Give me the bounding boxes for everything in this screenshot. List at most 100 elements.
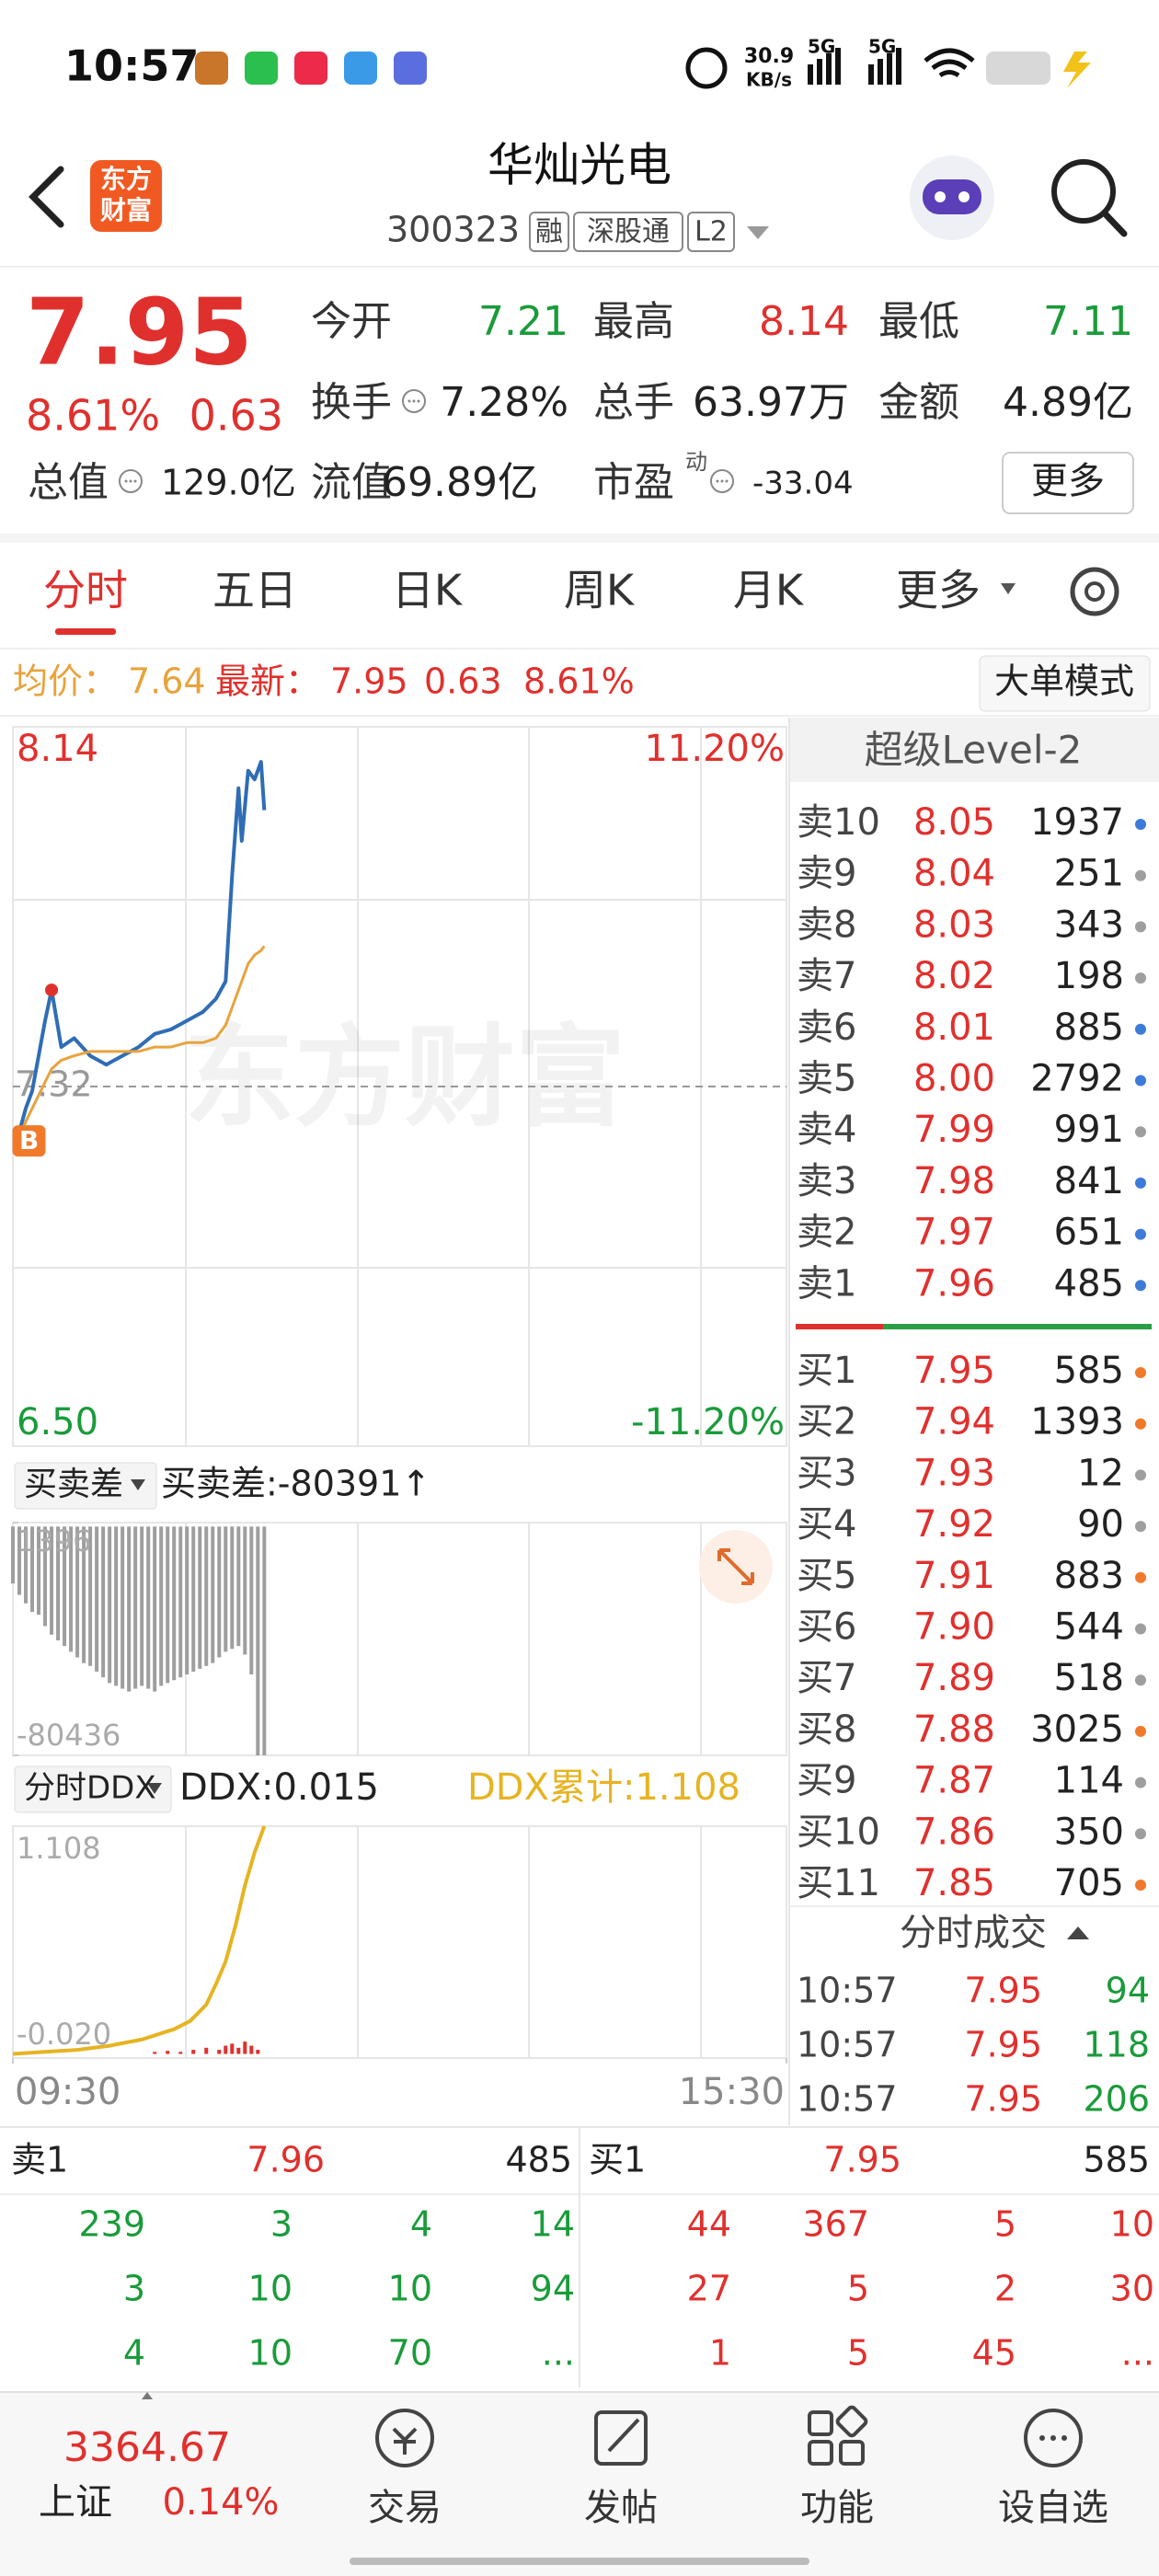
stat-value: 7.28%: [440, 379, 568, 426]
diff-bar: [56, 1526, 61, 1640]
diff-bar: [243, 1526, 247, 1655]
point-marker: [45, 983, 59, 997]
diff-bar: [172, 1526, 177, 1681]
book-volume: 1937: [1030, 801, 1124, 844]
nav-item[interactable]: 发帖: [584, 2487, 658, 2529]
diff-bar: [82, 1526, 86, 1663]
tab[interactable]: 更多: [896, 566, 981, 615]
book-dot: [1135, 1367, 1146, 1378]
book-label: 卖6: [797, 1006, 856, 1049]
diff-bar: [11, 1526, 15, 1584]
book-label: 卖9: [797, 853, 856, 895]
book-volume: 251: [1054, 853, 1124, 895]
status-icons: [195, 47, 1091, 89]
ddx-bar: [256, 2050, 260, 2054]
diff-bar: [88, 1526, 93, 1666]
indicator-readout: DDX:0.015: [179, 1766, 379, 1809]
diff-bar: [43, 1526, 48, 1627]
book-label: 买4: [797, 1503, 856, 1546]
book-label: 卖5: [797, 1058, 856, 1100]
depth-order: 3: [123, 2269, 145, 2309]
indicator-select[interactable]: [14, 1462, 157, 1510]
depth-order: 10: [388, 2269, 432, 2309]
book-label: 买2: [797, 1401, 856, 1443]
trade-time: 10:57: [797, 2025, 898, 2065]
diff-bar: [69, 1526, 74, 1652]
ddx-bar: [204, 2047, 209, 2054]
info-icon[interactable]: [119, 469, 143, 493]
diff-bar: [178, 1526, 183, 1678]
book-price: 8.01: [913, 1006, 995, 1049]
book-dot: [1135, 1623, 1146, 1635]
change: 0.63: [189, 391, 283, 441]
book-price: 7.91: [913, 1555, 995, 1597]
depth-order: 2: [994, 2269, 1016, 2309]
book-volume: 544: [1054, 1606, 1124, 1649]
stat-label: 今开: [311, 298, 392, 345]
depth-order: 30: [1110, 2269, 1154, 2309]
expand-button[interactable]: [699, 1530, 773, 1604]
change: 0.63: [424, 661, 502, 702]
depth-order: 10: [248, 2333, 293, 2374]
price-line: [12, 1825, 267, 2056]
tab[interactable]: 分时: [43, 566, 128, 615]
diff-bar: [140, 1526, 144, 1686]
book-dot: [1135, 1418, 1146, 1430]
info-icon[interactable]: [402, 389, 426, 413]
indicator-total: DDX累计:1.108: [467, 1766, 740, 1809]
diff-bar: [262, 1526, 267, 1755]
depth-order: 44: [687, 2204, 731, 2245]
mode-button[interactable]: [979, 655, 1151, 712]
more-button[interactable]: [1002, 452, 1134, 514]
net-speed-unit: KB/s: [746, 69, 792, 91]
x-tick-label: 15:30: [679, 2071, 785, 2113]
book-label: 买9: [797, 1760, 856, 1802]
book-dot: [1135, 1880, 1146, 1891]
book-dot: [1135, 1674, 1146, 1686]
avg-label: 均价：: [13, 661, 118, 702]
depth-order: 70: [388, 2333, 432, 2374]
nav-item[interactable]: 交易: [368, 2487, 442, 2529]
trade-volume: 206: [1083, 2079, 1150, 2120]
tag: L2: [694, 216, 728, 248]
book-label: 卖10: [797, 801, 880, 844]
book-dot: [1135, 819, 1146, 830]
info-icon[interactable]: [710, 469, 734, 493]
tag: 融: [535, 216, 563, 248]
book-price: 7.93: [913, 1452, 995, 1494]
book-price: 8.02: [913, 955, 995, 997]
trade-volume: 118: [1083, 2025, 1150, 2065]
indicator-select[interactable]: [14, 1765, 172, 1813]
tag: 深股通: [587, 216, 670, 248]
ddx-bar: [249, 2045, 254, 2054]
tab[interactable]: 五日: [212, 566, 297, 615]
logo-text: 财富: [100, 195, 152, 225]
stat-label: 金额: [878, 379, 959, 426]
diff-bar: [50, 1526, 54, 1635]
book-dot: [1135, 1177, 1146, 1189]
book-price: 8.05: [913, 801, 995, 844]
search-button[interactable]: [1051, 159, 1116, 224]
stat-label: 最低: [878, 298, 959, 345]
network-type: 5G: [868, 36, 896, 58]
pct-tick-label: 11.20%: [644, 728, 785, 770]
book-label: 买11: [797, 1862, 880, 1904]
nav-item[interactable]: 设自选: [998, 2487, 1108, 2529]
tab[interactable]: 月K: [733, 566, 805, 615]
diff-bar: [256, 1526, 260, 1755]
trade-volume: 94: [1106, 1971, 1150, 2011]
back-button[interactable]: [29, 166, 64, 228]
index-change: 0.14%: [162, 2481, 279, 2524]
trades-title[interactable]: 分时成交: [900, 1912, 1047, 1954]
order-book-header: [789, 718, 1159, 782]
ddx-bar: [191, 2050, 196, 2054]
book-price: 7.85: [913, 1862, 995, 1904]
settings-button[interactable]: [1070, 567, 1119, 616]
depth-volume: 485: [505, 2140, 572, 2180]
tab[interactable]: 周K: [564, 566, 636, 615]
tab[interactable]: 日K: [392, 566, 464, 615]
book-dot: [1135, 1521, 1146, 1533]
depth-order: 5: [847, 2333, 869, 2374]
nav-item[interactable]: 功能: [800, 2487, 874, 2529]
